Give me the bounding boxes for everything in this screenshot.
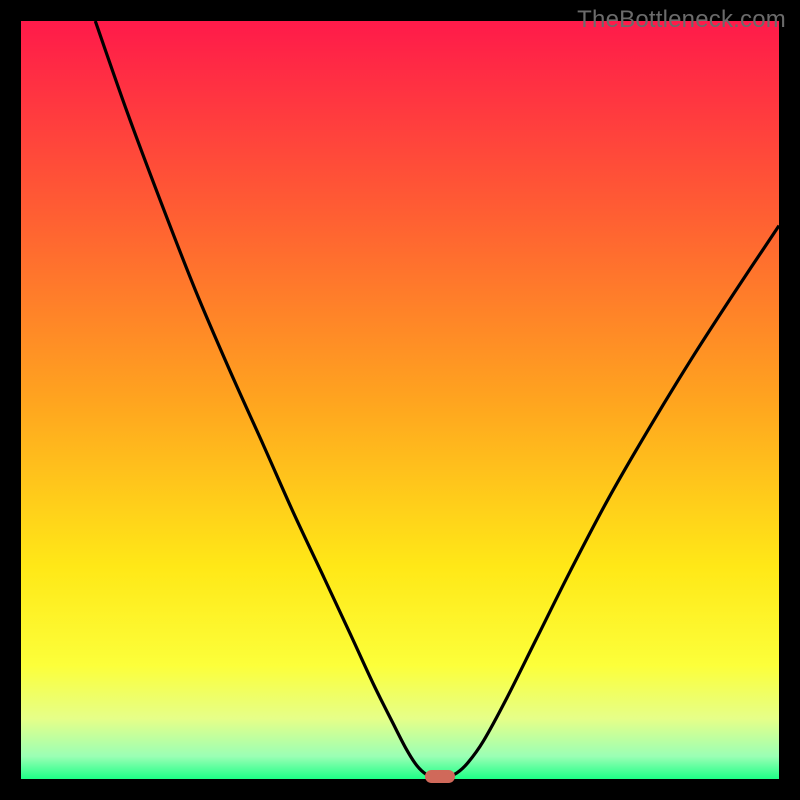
chart-frame: TheBottleneck.com — [0, 0, 800, 800]
bottleneck-curve — [95, 21, 779, 777]
sweet-spot-marker — [425, 770, 455, 783]
curve-svg — [21, 21, 779, 779]
watermark-text: TheBottleneck.com — [577, 6, 786, 34]
plot-area — [21, 21, 779, 779]
